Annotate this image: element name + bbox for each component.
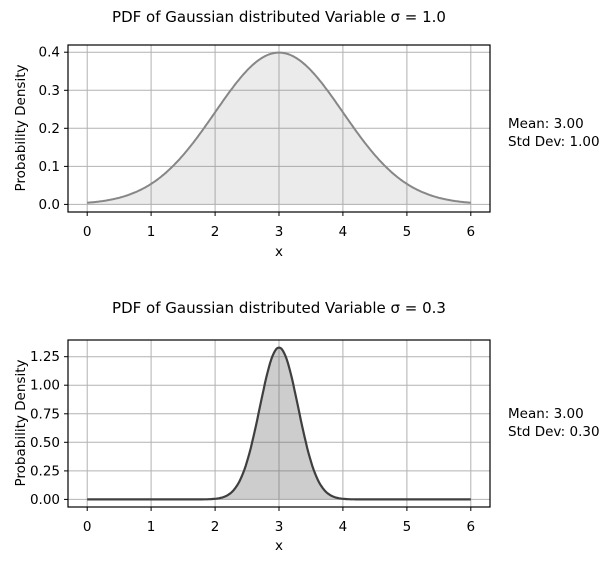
x-tick-label: 1 (147, 224, 156, 240)
chart-title-sigma-1.0: PDF of Gaussian distributed Variable σ =… (112, 8, 446, 26)
mean-text: Mean: 3.00 (508, 116, 584, 132)
x-tick-label: 0 (83, 224, 92, 240)
y-tick-label: 0.3 (39, 83, 60, 99)
gaussian-fill (87, 347, 471, 500)
y-tick-label: 1.00 (30, 378, 60, 394)
x-tick-label: 6 (467, 224, 476, 240)
mean-text: Mean: 3.00 (508, 406, 584, 422)
x-tick-label: 5 (403, 519, 412, 535)
stddev-text: Std Dev: 1.00 (508, 133, 600, 150)
x-tick-label: 2 (211, 224, 220, 240)
x-tick-label: 4 (339, 224, 348, 240)
y-tick-label: 0.0 (39, 197, 60, 213)
chart-title-sigma-0.3: PDF of Gaussian distributed Variable σ =… (112, 299, 446, 317)
gaussian-curve (87, 346, 471, 501)
stats-annotation-sigma-1.0: Mean: 3.00 Std Dev: 1.00 (508, 116, 600, 151)
y-axis-label-bottom: Probability Density (13, 359, 29, 487)
x-tick-label: 4 (339, 519, 348, 535)
y-tick-label: 0.4 (39, 45, 60, 61)
y-tick-label: 0.75 (30, 406, 60, 422)
y-axis-label-top: Probability Density (13, 64, 29, 192)
y-tick-label: 0.2 (39, 121, 60, 137)
x-axis-label-top: x (275, 244, 283, 260)
y-tick-label: 1.25 (30, 349, 60, 365)
gaussian-fill (87, 52, 471, 205)
x-tick-label: 2 (211, 519, 220, 535)
x-tick-label: 5 (403, 224, 412, 240)
x-tick-label: 1 (147, 519, 156, 535)
y-tick-label: 0.1 (39, 159, 60, 175)
x-axis-label-bottom: x (275, 538, 283, 554)
x-tick-label: 3 (275, 519, 284, 535)
stddev-text: Std Dev: 0.30 (508, 423, 600, 440)
gaussian-curve (87, 51, 471, 204)
x-tick-label: 0 (83, 519, 92, 535)
stats-annotation-sigma-0.3: Mean: 3.00 Std Dev: 0.30 (508, 406, 600, 441)
y-tick-label: 0.25 (30, 463, 60, 479)
y-tick-label: 0.00 (30, 492, 60, 508)
x-tick-label: 6 (467, 519, 476, 535)
x-tick-label: 3 (275, 224, 284, 240)
y-tick-label: 0.50 (30, 435, 60, 451)
